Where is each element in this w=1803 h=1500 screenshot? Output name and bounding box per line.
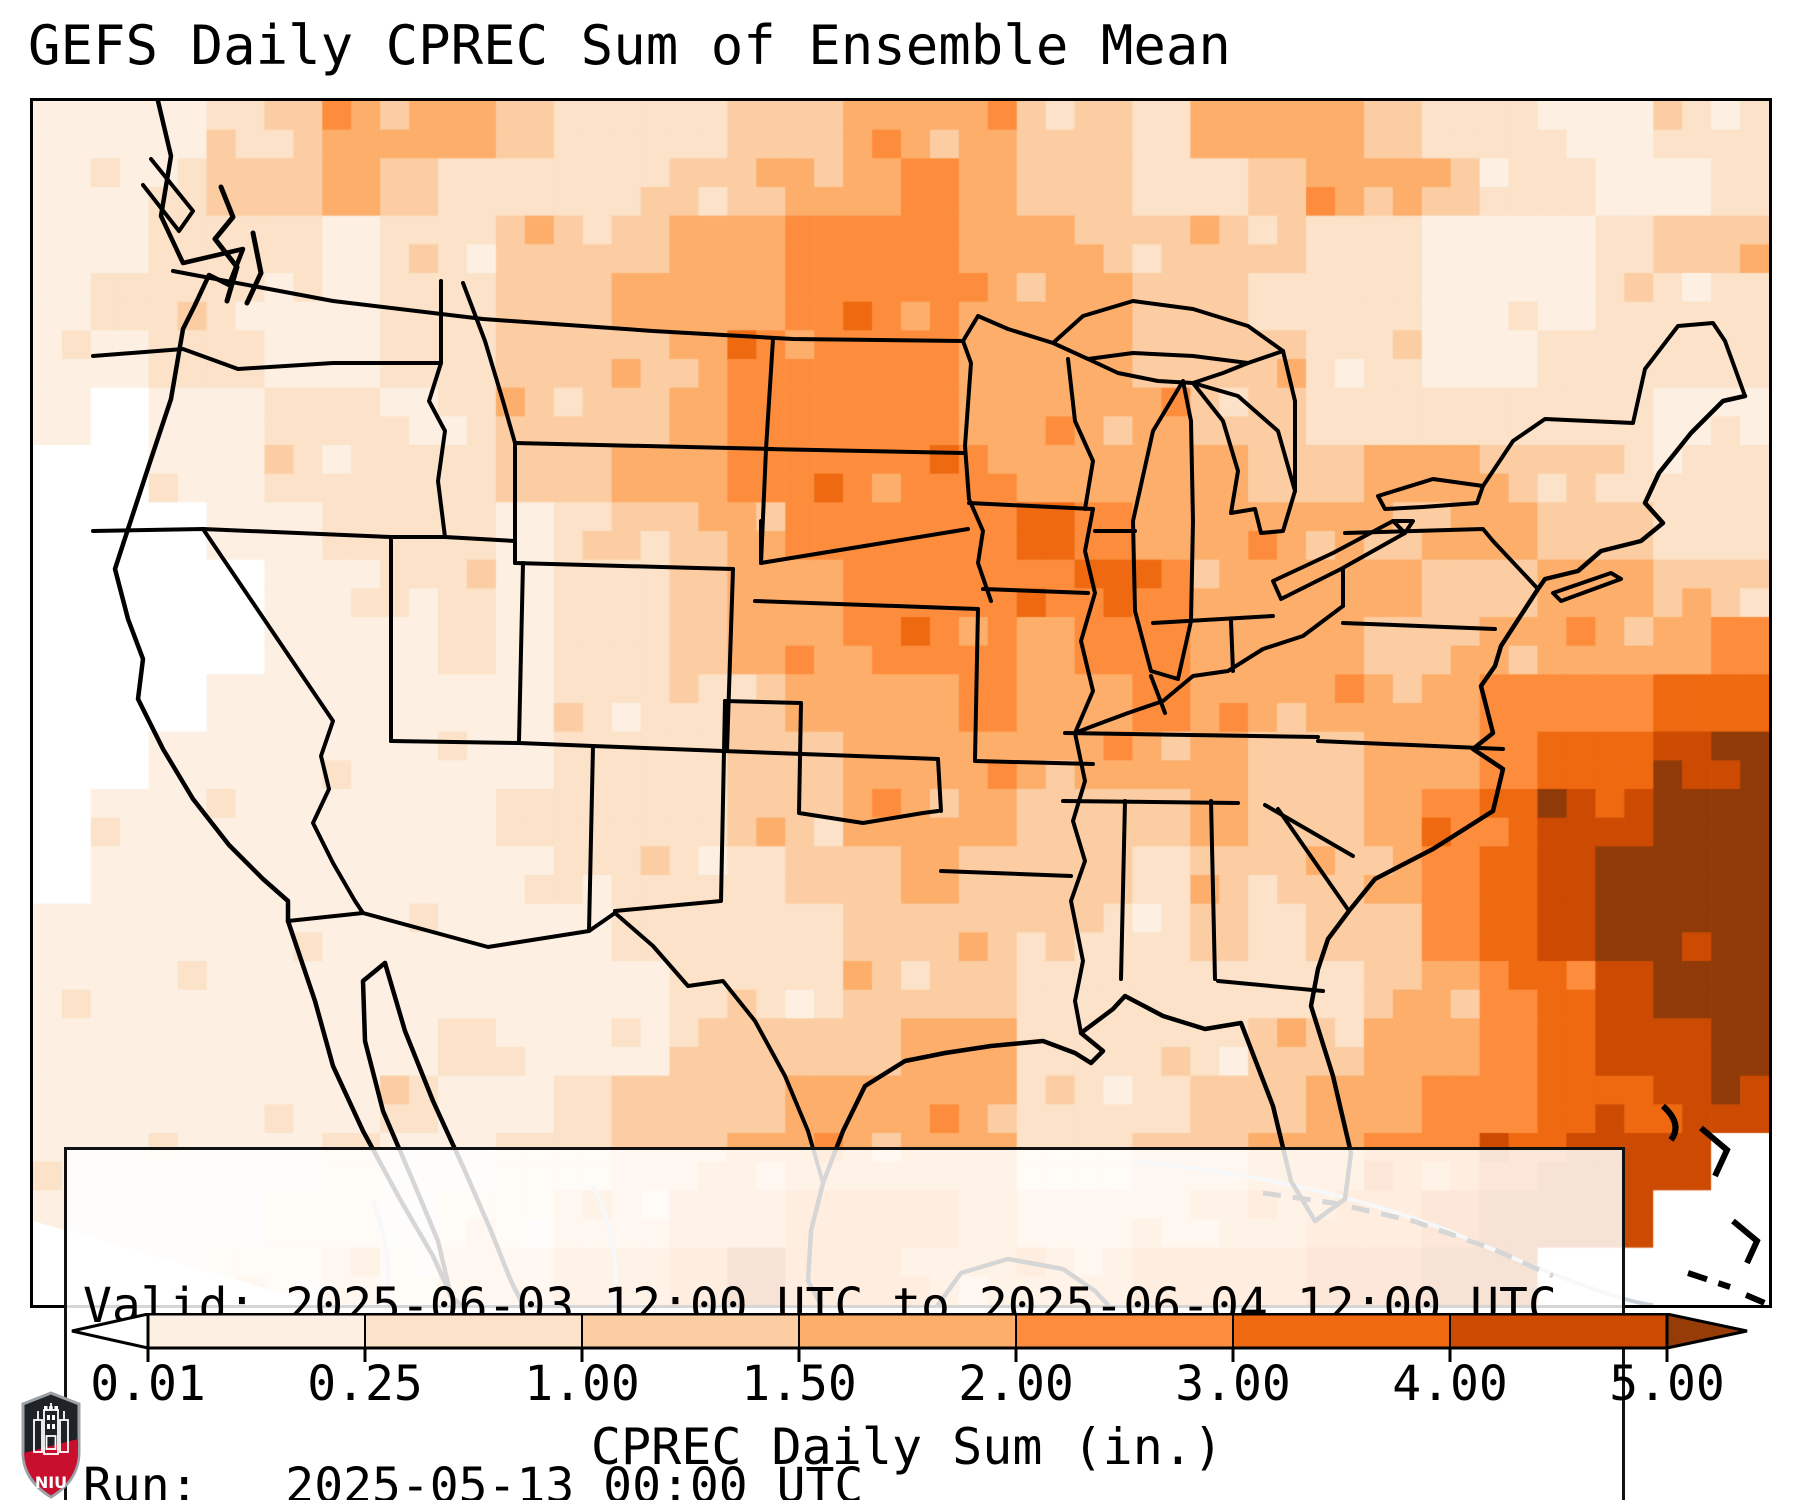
colorbar-segment	[364, 1313, 583, 1349]
colorbar-over-arrow	[1665, 1312, 1748, 1350]
colorbar-tick-label: 1.00	[524, 1356, 640, 1412]
map-panel: Valid: 2025-06-03 12:00 UTC to 2025-06-0…	[30, 98, 1772, 1500]
colorbar-tick-label: 2.00	[958, 1356, 1074, 1412]
colorbar-segment	[1449, 1313, 1668, 1349]
colorbar-tick-label: 5.00	[1609, 1356, 1725, 1412]
state-and-country-borders	[91, 269, 1747, 1185]
niu-logo: NIU	[21, 1391, 81, 1499]
colorbar-tick-labels: 0.01 0.25 1.00 1.50 2.00 3.00 4.00 5.00	[0, 1356, 1803, 1412]
castle-details	[44, 1406, 58, 1429]
colorbar-segment	[147, 1313, 366, 1349]
colorbar-tick-label: 3.00	[1175, 1356, 1291, 1412]
map-boundaries	[33, 101, 1769, 1305]
niu-logo-text: NIU	[35, 1473, 67, 1492]
colorbar-outline	[146, 1312, 1669, 1350]
coastlines	[112, 101, 1748, 1305]
figure-title: GEFS Daily CPREC Sum of Ensemble Mean	[28, 14, 1231, 77]
colorbar-tick-label: 0.01	[90, 1356, 206, 1412]
colorbar-segment	[1015, 1313, 1234, 1349]
colorbar-segment	[1232, 1313, 1451, 1349]
colorbar-label: CPREC Daily Sum (in.)	[590, 1418, 1224, 1476]
colorbar-tick-label: 1.50	[741, 1356, 857, 1412]
colorbar-tick-label: 0.25	[307, 1356, 423, 1412]
run-text: Run: 2025-05-13 00:00 UTC	[83, 1458, 864, 1500]
colorbar	[30, 1312, 1772, 1365]
colorbar-svg	[71, 1312, 1748, 1362]
colorbar-tick-label: 4.00	[1392, 1356, 1508, 1412]
colorbar-segment	[581, 1313, 800, 1349]
niu-shield-red-band	[24, 1439, 78, 1496]
colorbar-segment	[798, 1313, 1017, 1349]
domain-edge-wedge-right	[1623, 1137, 1769, 1305]
castle-icon	[33, 1403, 69, 1455]
colorbar-under-arrow	[71, 1312, 150, 1350]
